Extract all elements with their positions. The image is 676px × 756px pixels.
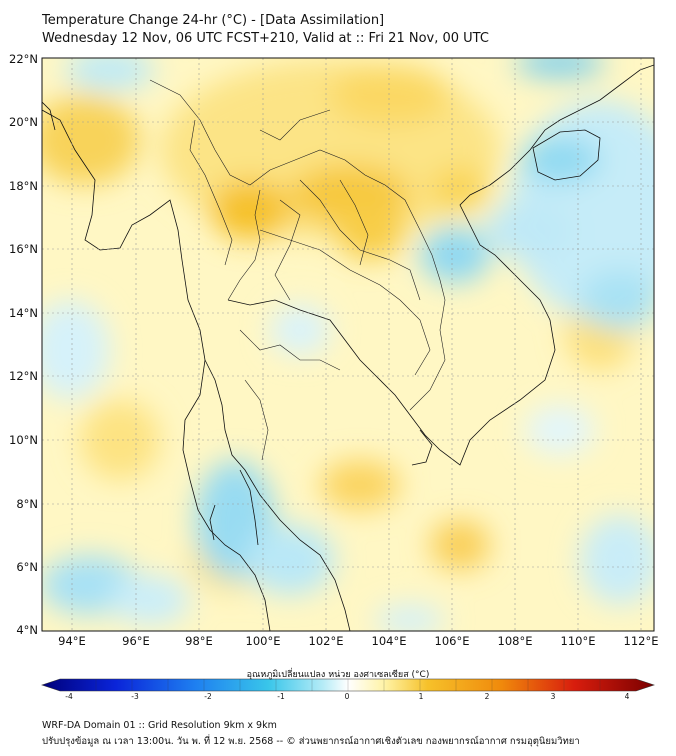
- borders: [149, 79, 446, 461]
- colorbar-tick: -4: [65, 692, 73, 700]
- lon-label: 110°E: [561, 634, 596, 648]
- footer-credit: ปรับปรุงข้อมูล ณ เวลา 13:00น. วัน พ. ที่…: [42, 736, 580, 747]
- lon-label: 94°E: [58, 634, 86, 648]
- map-title: Temperature Change 24-hr (°C) - [Data As…: [42, 13, 385, 28]
- colorbar: -4 -3 -2 -1 0 1 2 3 4: [41, 678, 655, 700]
- temperature-field: [42, 58, 654, 631]
- coastline: [42, 64, 654, 631]
- lon-label: 108°E: [498, 634, 533, 648]
- colorbar-tick: 4: [625, 692, 630, 700]
- colorbar-tick: 2: [485, 692, 490, 700]
- colorbar-tick: 0: [345, 692, 350, 700]
- map-subtitle: Wednesday 12 Nov, 06 UTC FCST+210, Valid…: [42, 31, 489, 46]
- lat-label: 18°N: [9, 179, 38, 193]
- latitude-labels: 22°N 20°N 18°N 16°N 14°N 12°N 10°N 8°N 6…: [9, 52, 38, 637]
- lon-label: 98°E: [185, 634, 213, 648]
- lon-label: 100°E: [246, 634, 281, 648]
- colorbar-tick: -1: [277, 692, 285, 700]
- colorbar-tick: 3: [551, 692, 556, 700]
- lat-label: 10°N: [9, 433, 38, 447]
- lat-label: 4°N: [16, 623, 38, 637]
- footer-model-info: WRF-DA Domain 01 :: Grid Resolution 9km …: [42, 720, 277, 731]
- graticule: [42, 58, 654, 631]
- plot-frame: [41, 57, 655, 632]
- colorbar-tick: 1: [419, 692, 424, 700]
- lon-label: 112°E: [624, 634, 659, 648]
- lat-label: 20°N: [9, 115, 38, 129]
- lat-label: 14°N: [9, 306, 38, 320]
- colorbar-tick: -3: [131, 692, 139, 700]
- lat-label: 16°N: [9, 242, 38, 256]
- lat-label: 22°N: [9, 52, 38, 66]
- temperature-change-map: 22°N 20°N 18°N 16°N 14°N 12°N 10°N 8°N 6…: [9, 52, 658, 700]
- lat-label: 6°N: [16, 560, 38, 574]
- lat-label: 12°N: [9, 369, 38, 383]
- lon-label: 106°E: [435, 634, 470, 648]
- colorbar-tick: -2: [204, 692, 212, 700]
- lon-label: 96°E: [122, 634, 150, 648]
- lat-label: 8°N: [16, 497, 38, 511]
- lon-label: 102°E: [309, 634, 344, 648]
- longitude-labels: 94°E 96°E 98°E 100°E 102°E 104°E 106°E 1…: [58, 634, 658, 648]
- lon-label: 104°E: [372, 634, 407, 648]
- colorbar-title: อุณหภูมิเปลี่ยนแปลง หน่วย องศาเซลเซียส (…: [246, 670, 430, 680]
